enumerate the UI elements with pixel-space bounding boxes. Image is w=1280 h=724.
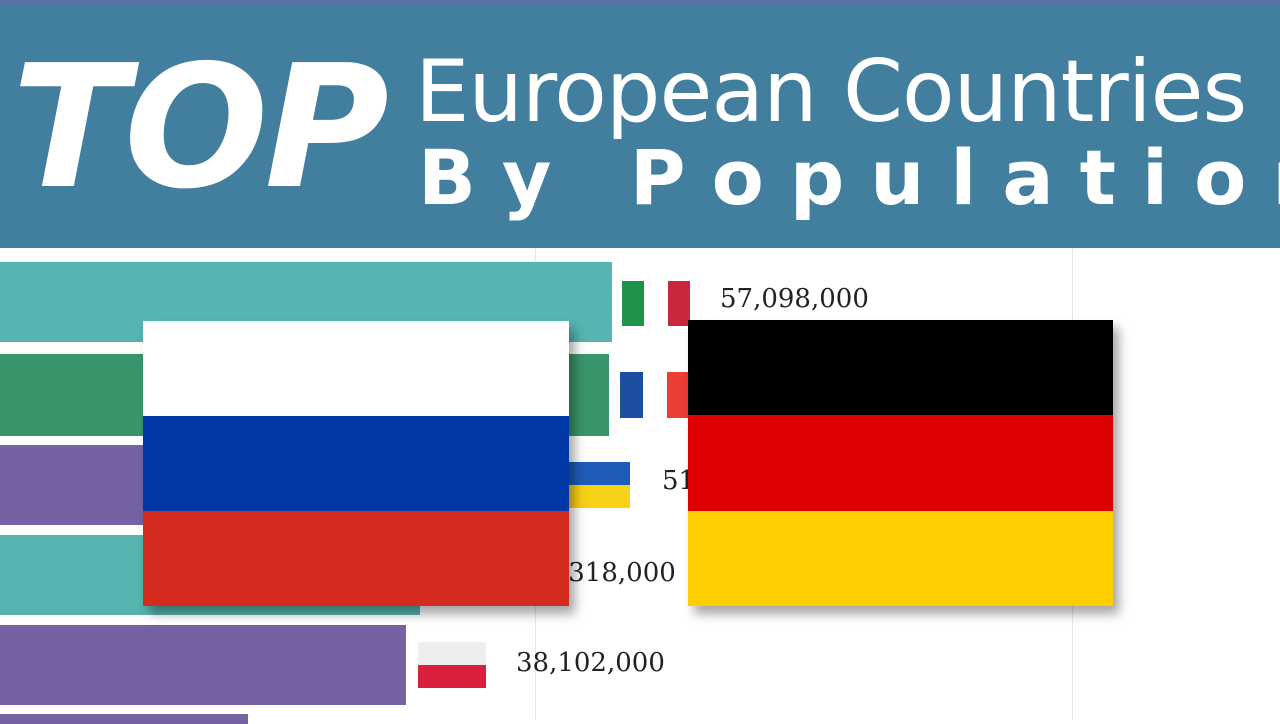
- title-line-1: European Countries: [415, 42, 1247, 142]
- russia-flag-icon: [143, 321, 569, 606]
- banner-top-border: [0, 0, 1280, 3]
- italy-flag-icon: [622, 281, 690, 326]
- title-line-2: By Population: [418, 133, 1280, 222]
- value-label: 38,102,000: [516, 648, 665, 678]
- poland-flag-icon: [418, 642, 486, 688]
- bar-poland: [0, 625, 406, 705]
- top-word: TOP: [12, 29, 389, 227]
- ukraine-flag-icon: [568, 462, 630, 508]
- germany-flag-icon: [688, 320, 1113, 606]
- value-label: 57,098,000: [720, 284, 869, 314]
- value-label: ,318,000: [560, 558, 676, 588]
- france-flag-icon: [620, 372, 690, 418]
- title-banner: TOP European Countries By Population: [0, 0, 1280, 248]
- bar-next: [0, 714, 248, 724]
